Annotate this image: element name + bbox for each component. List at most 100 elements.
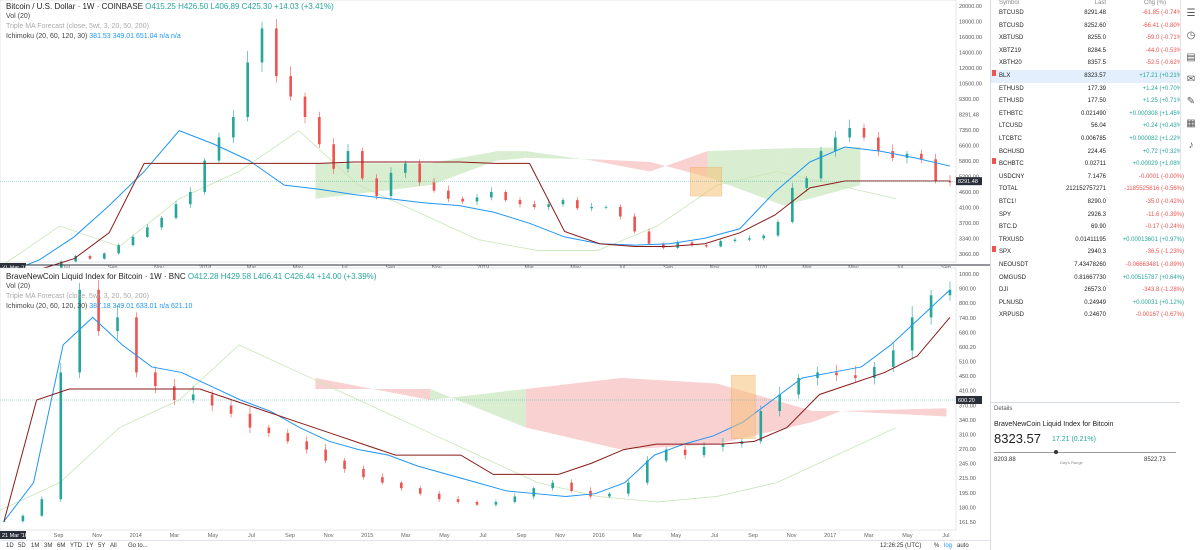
percent-toggle[interactable]: % xyxy=(934,543,940,549)
bottom-indicator-ichimoku[interactable]: Ichimoku (20, 60, 120, 30) 387.18 349.01… xyxy=(6,303,193,310)
candle-body xyxy=(131,236,135,246)
watchlist-sym: SPX xyxy=(999,249,1012,256)
chart-area[interactable]: 20000.00 18000.00 16000.00 14000.00 12000.00… xyxy=(0,0,1000,550)
watchlist-chg: -11.6 (-0.39%) xyxy=(1146,211,1184,218)
candle-body xyxy=(533,204,536,207)
watchlist-row[interactable]: LTCBTC 0.006785 +0.000082 (+1.22%) xyxy=(991,133,1186,146)
watchlist-icon[interactable]: ☰ xyxy=(1186,8,1196,19)
watchlist-row[interactable]: LTCUSD 56.04 +0.24 (+0.43%) xyxy=(991,120,1186,133)
day-range-bar xyxy=(994,452,1176,453)
notifications-icon[interactable]: ♪ xyxy=(1188,140,1194,151)
calendar-icon[interactable]: ▦ xyxy=(1186,118,1196,129)
range-ytd[interactable]: YTD xyxy=(70,543,82,549)
candle-body xyxy=(762,235,765,239)
bottom-indicator-vol[interactable]: Vol (20) xyxy=(6,283,31,290)
range-6m[interactable]: 6M xyxy=(57,543,66,549)
watchlist-row[interactable]: ETHBTC 0.021490 +0.000308 (+1.45%) xyxy=(991,108,1186,121)
range-3m[interactable]: 3M xyxy=(44,543,53,549)
candle-body xyxy=(447,190,450,199)
watchlist-row[interactable]: ETHUSD 177.50 +1.25 (+0.71%) xyxy=(991,95,1186,108)
watchlist-chg: -52.5 (-0.62%) xyxy=(1145,60,1184,67)
chat-icon[interactable]: ✉ xyxy=(1186,74,1196,85)
flag-icon[interactable] xyxy=(992,70,996,76)
flag-icon[interactable] xyxy=(992,158,996,165)
watchlist-header: Symbol Last Chg (%) xyxy=(991,0,1186,8)
time-axis-label: Sep xyxy=(285,533,295,539)
watchlist-row[interactable]: XBTUSD 8255.0 -59.0 (-0.71%) xyxy=(991,32,1186,45)
watchlist-sym: BLX xyxy=(999,73,1011,79)
cursor-date-tag xyxy=(0,531,26,539)
price-scale-label: 12000.00 xyxy=(959,66,982,72)
candle-body xyxy=(88,256,92,259)
candle-body xyxy=(797,377,800,395)
watchlist-last: 177.50 xyxy=(1087,98,1106,105)
watchlist-header-chg[interactable]: Chg (%) xyxy=(1143,0,1166,6)
range-all[interactable]: All xyxy=(110,543,117,549)
range-1m[interactable]: 1M xyxy=(31,543,40,549)
price-scale-label: 3060.00 xyxy=(959,252,979,258)
watchlist-row[interactable]: TRXUSD 0.01411195 +0.00013601 (+0.97%) xyxy=(991,234,1186,247)
watchlist-row[interactable]: BCHUSD 224.45 +0.72 (+0.32%) xyxy=(991,146,1186,159)
time-axis-label: Jul xyxy=(942,533,949,539)
range-5d[interactable]: 5D xyxy=(18,543,26,549)
candle-body xyxy=(260,28,264,63)
top-pane-exchange: COINBASE xyxy=(101,2,143,11)
watchlist-row[interactable]: BTCUSD 8291.48 -61.85 (-0.74%) xyxy=(991,7,1186,20)
flag-icon[interactable] xyxy=(992,246,996,253)
tenkan-sen-line xyxy=(3,289,951,522)
watchlist-row[interactable]: BCHBTC 0.02711 +0.00029 (+1.08%) xyxy=(991,158,1186,171)
range-1y[interactable]: 1Y xyxy=(86,543,94,549)
candle-body xyxy=(275,28,278,77)
price-scale-label: 18000.00 xyxy=(959,20,982,26)
watchlist-last: 7.1476 xyxy=(1087,173,1106,180)
watchlist-sym: ETHUSD xyxy=(999,85,1024,92)
watchlist-row[interactable]: XRPUSD 0.24670 -0.00167 (-0.67%) xyxy=(991,309,1186,322)
price-scale-label: 245.00 xyxy=(959,462,976,468)
watchlist-row[interactable]: OMGUSD 0.81667730 +0.00515787 (+0.64%) xyxy=(991,272,1186,285)
top-indicator-ichimoku[interactable]: Ichimoku (20, 60, 120, 30) 381.53 349.01… xyxy=(6,33,181,40)
bottom-indicator-triple-ma[interactable]: Triple MA Forecast (close, 5wt, 3, 20, 5… xyxy=(6,293,149,300)
time-axis-label: Nov xyxy=(92,533,102,539)
watchlist-chg: -36.5 (-1.23%) xyxy=(1145,249,1184,256)
bottom-pane-legend: BraveNewCoin Liquid Index for Bitcoin · … xyxy=(6,272,377,310)
watchlist-row[interactable]: SPX 2940.3 -36.5 (-1.23%) xyxy=(991,246,1186,259)
watchlist-row[interactable]: ETHUSD 177.39 +1.24 (+0.70%) xyxy=(991,83,1186,96)
watchlist-row[interactable]: BLX 8323.57 +17.21 (+0.21%) xyxy=(991,70,1186,83)
range-5y[interactable]: 5Y xyxy=(98,543,106,549)
time-axis-label: May xyxy=(439,533,450,539)
candle-body xyxy=(633,216,636,232)
watchlist-row[interactable]: BTC.D 69.90 -0.17 (-0.24%) xyxy=(991,221,1186,234)
ideas-icon[interactable]: ✎ xyxy=(1186,96,1196,107)
watchlist-row[interactable]: BTC1! 8290.0 -35.0 (-0.42%) xyxy=(991,196,1186,209)
watchlist-sym: LTCUSD xyxy=(999,123,1023,130)
data-window-icon[interactable]: ▤ xyxy=(1186,52,1196,63)
watchlist-row[interactable]: NEOUSDT 7.43478260 -0.06663481 (-0.89%) xyxy=(991,259,1186,272)
price-scale-label: 800.00 xyxy=(959,301,976,307)
watchlist-row[interactable]: XBTZ19 8284.5 -44.0 (-0.53%) xyxy=(991,45,1186,58)
candle-body xyxy=(381,477,384,483)
watchlist-row[interactable]: XBTH20 8357.5 -52.5 (-0.62%) xyxy=(991,57,1186,70)
watchlist-row[interactable]: TOTAL 212152757271 -1185525616 (-0.56%) xyxy=(991,183,1186,196)
price-scale-label: 215.00 xyxy=(959,476,976,482)
watchlist-row[interactable]: SPY 2926.3 -11.6 (-0.39%) xyxy=(991,209,1186,222)
top-indicator-vol[interactable]: Vol (20) xyxy=(6,13,31,20)
price-scale-label: 680.00 xyxy=(959,330,976,336)
candle-body xyxy=(948,181,952,183)
watchlist-chg: -35.0 (-0.42%) xyxy=(1145,199,1184,205)
alert-clock-icon[interactable]: ◷ xyxy=(1186,30,1196,41)
watchlist-row[interactable]: DJI 26573.0 -343.8 (-1.28%) xyxy=(991,284,1186,297)
watchlist-last: 8252.60 xyxy=(1084,22,1106,29)
candle-body xyxy=(494,501,498,505)
watchlist-header-last[interactable]: Last xyxy=(1094,0,1106,6)
price-scale-label: 1000.00 xyxy=(959,272,979,278)
goto-button[interactable]: Go to... xyxy=(128,543,148,549)
watchlist-row[interactable]: PLNUSD 0.24949 +0.00031 (+0.12%) xyxy=(991,297,1186,310)
watchlist-row[interactable]: BTCUSD 8252.60 -66.41 (-0.80%) xyxy=(991,20,1186,33)
range-1d[interactable]: 1D xyxy=(6,543,14,549)
watchlist-header-symbol[interactable]: Symbol xyxy=(999,0,1020,6)
watchlist-last: 8255.0 xyxy=(1087,35,1106,42)
log-toggle[interactable]: log xyxy=(944,543,953,549)
auto-toggle[interactable]: auto xyxy=(957,543,969,549)
top-indicator-triple-ma[interactable]: Triple MA Forecast (close, 5wt, 3, 20, 5… xyxy=(6,23,149,30)
watchlist-row[interactable]: USDCNY 7.1476 -0.0001 (-0.00%) xyxy=(991,171,1186,184)
